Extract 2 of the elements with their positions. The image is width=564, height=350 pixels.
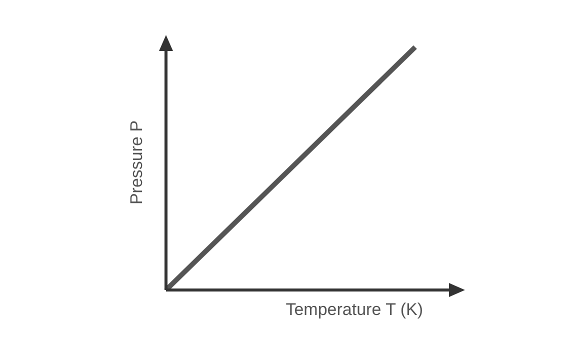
x-axis-title: Temperature T (K) bbox=[286, 300, 424, 320]
y-axis-title: Pressure P bbox=[127, 120, 146, 205]
